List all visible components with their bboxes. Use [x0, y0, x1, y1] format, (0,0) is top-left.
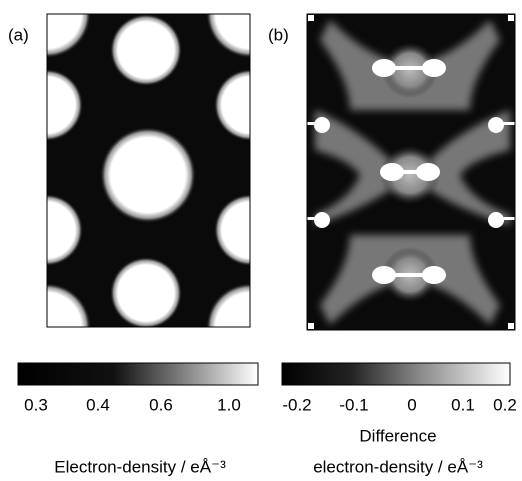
tick-label: -0.2 — [282, 395, 311, 414]
colorbar-a — [17, 362, 259, 386]
tick-label: 0.6 — [149, 395, 173, 414]
tick-label: 0.4 — [86, 395, 110, 414]
colorbar-ticks: -0.2 -0.1 0 0.1 0.2 — [282, 395, 516, 414]
tick-label: 0.2 — [493, 395, 517, 414]
tick-label: 0.3 — [24, 395, 48, 414]
map-frame — [46, 13, 251, 328]
colorbar-title: electron-density / eÅ⁻³ — [313, 457, 483, 476]
colorbar-b — [281, 362, 511, 386]
colorbar-title: Electron-density / eÅ⁻³ — [54, 457, 226, 476]
density-map-b — [307, 14, 515, 330]
panel-label: (a) — [8, 25, 29, 44]
density-map-a — [47, 14, 250, 327]
colorbar-ticks: 0.3 0.4 0.6 1.0 — [24, 395, 241, 414]
tick-label: 0 — [407, 395, 416, 414]
tick-label: 0.1 — [451, 395, 475, 414]
tick-label: 1.0 — [217, 395, 241, 414]
tick-label: -0.1 — [339, 395, 368, 414]
map-frame — [306, 13, 516, 331]
colorbar-title: Difference — [359, 426, 436, 445]
panel-label: (b) — [268, 25, 289, 44]
